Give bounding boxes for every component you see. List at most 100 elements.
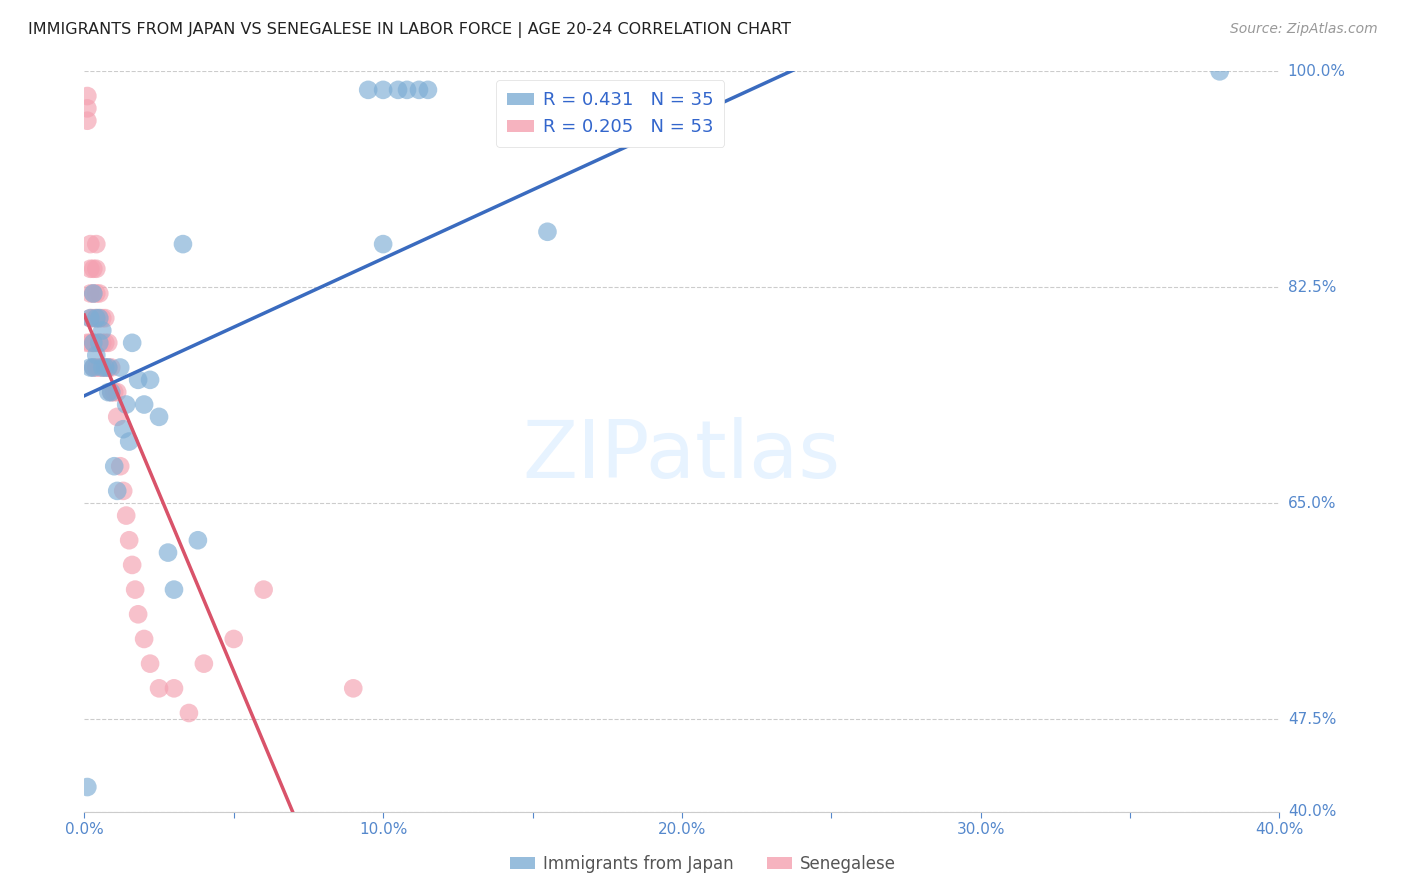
Point	[76, 102, 98, 116]
Point	[82, 311, 104, 326]
Text: 65.0%: 65.0%	[1288, 496, 1336, 511]
Point	[357, 83, 380, 97]
Point	[132, 398, 156, 412]
Text: 100.0%: 100.0%	[1288, 64, 1346, 78]
Point	[121, 335, 143, 350]
Point	[91, 360, 114, 375]
Point	[86, 311, 108, 326]
Point	[76, 113, 98, 128]
Point	[89, 335, 111, 350]
Text: 40.0%: 40.0%	[1288, 805, 1336, 819]
Point	[100, 385, 122, 400]
Point	[536, 225, 558, 239]
Point	[76, 780, 98, 794]
Point	[105, 385, 128, 400]
Point	[86, 360, 108, 375]
Point	[94, 311, 117, 326]
Point	[94, 360, 117, 375]
Point	[86, 348, 108, 362]
Point	[121, 558, 143, 572]
Point	[139, 657, 162, 671]
Point	[342, 681, 364, 696]
Point	[89, 311, 111, 326]
Point	[82, 335, 104, 350]
Point	[86, 237, 108, 252]
Point	[89, 360, 111, 375]
Point	[86, 311, 108, 326]
Point	[97, 360, 120, 375]
Point	[396, 83, 419, 97]
Point	[94, 335, 117, 350]
Point	[82, 286, 104, 301]
Point	[118, 533, 141, 548]
Point	[127, 607, 149, 622]
Point	[115, 398, 138, 412]
Point	[79, 237, 101, 252]
Point	[132, 632, 156, 646]
Point	[105, 483, 128, 498]
Text: Source: ZipAtlas.com: Source: ZipAtlas.com	[1230, 22, 1378, 37]
Point	[86, 286, 108, 301]
Text: ZIPatlas: ZIPatlas	[523, 417, 841, 495]
Point	[110, 360, 132, 375]
Point	[177, 706, 200, 720]
Point	[100, 360, 122, 375]
Point	[94, 360, 117, 375]
Point	[163, 681, 186, 696]
Point	[373, 237, 395, 252]
Point	[1209, 64, 1232, 78]
Point	[79, 286, 101, 301]
Point	[172, 237, 194, 252]
Point	[139, 373, 162, 387]
Point	[157, 546, 180, 560]
Point	[118, 434, 141, 449]
Point	[79, 311, 101, 326]
Point	[416, 83, 439, 97]
Point	[103, 385, 125, 400]
Point	[112, 422, 135, 436]
Point	[91, 311, 114, 326]
Point	[387, 83, 409, 97]
Point	[163, 582, 186, 597]
Point	[97, 385, 120, 400]
Point	[86, 261, 108, 276]
Text: IMMIGRANTS FROM JAPAN VS SENEGALESE IN LABOR FORCE | AGE 20-24 CORRELATION CHART: IMMIGRANTS FROM JAPAN VS SENEGALESE IN L…	[28, 22, 792, 38]
Point	[148, 409, 170, 424]
Point	[97, 360, 120, 375]
Point	[105, 409, 128, 424]
Point	[97, 335, 120, 350]
Point	[91, 335, 114, 350]
Point	[91, 360, 114, 375]
Point	[86, 335, 108, 350]
Point	[115, 508, 138, 523]
Point	[89, 311, 111, 326]
Point	[89, 335, 111, 350]
Text: 82.5%: 82.5%	[1288, 280, 1336, 294]
Point	[76, 335, 98, 350]
Point	[82, 335, 104, 350]
Point	[148, 681, 170, 696]
Point	[112, 483, 135, 498]
Point	[82, 360, 104, 375]
Point	[89, 286, 111, 301]
Point	[103, 459, 125, 474]
Legend: R = 0.431   N = 35, R = 0.205   N = 53: R = 0.431 N = 35, R = 0.205 N = 53	[496, 80, 724, 147]
Point	[79, 335, 101, 350]
Point	[222, 632, 245, 646]
Point	[91, 324, 114, 338]
Point	[110, 459, 132, 474]
Point	[76, 89, 98, 103]
Text: 47.5%: 47.5%	[1288, 712, 1336, 727]
Point	[187, 533, 209, 548]
Point	[82, 360, 104, 375]
Point	[82, 286, 104, 301]
Point	[100, 385, 122, 400]
Point	[193, 657, 215, 671]
Point	[124, 582, 146, 597]
Point	[79, 311, 101, 326]
Point	[79, 360, 101, 375]
Point	[408, 83, 430, 97]
Legend: Immigrants from Japan, Senegalese: Immigrants from Japan, Senegalese	[503, 848, 903, 880]
Point	[127, 373, 149, 387]
Point	[79, 261, 101, 276]
